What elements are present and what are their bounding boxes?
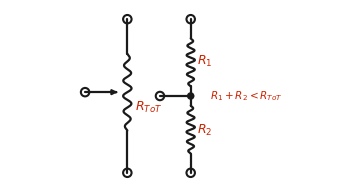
Circle shape	[188, 93, 194, 99]
Text: $R_{ToT}$: $R_{ToT}$	[135, 100, 162, 115]
Text: $R_2$: $R_2$	[198, 123, 213, 138]
Text: $R_1$: $R_1$	[198, 54, 213, 69]
Text: $R_1 + R_2 < R_{ToT}$: $R_1 + R_2 < R_{ToT}$	[210, 89, 283, 103]
